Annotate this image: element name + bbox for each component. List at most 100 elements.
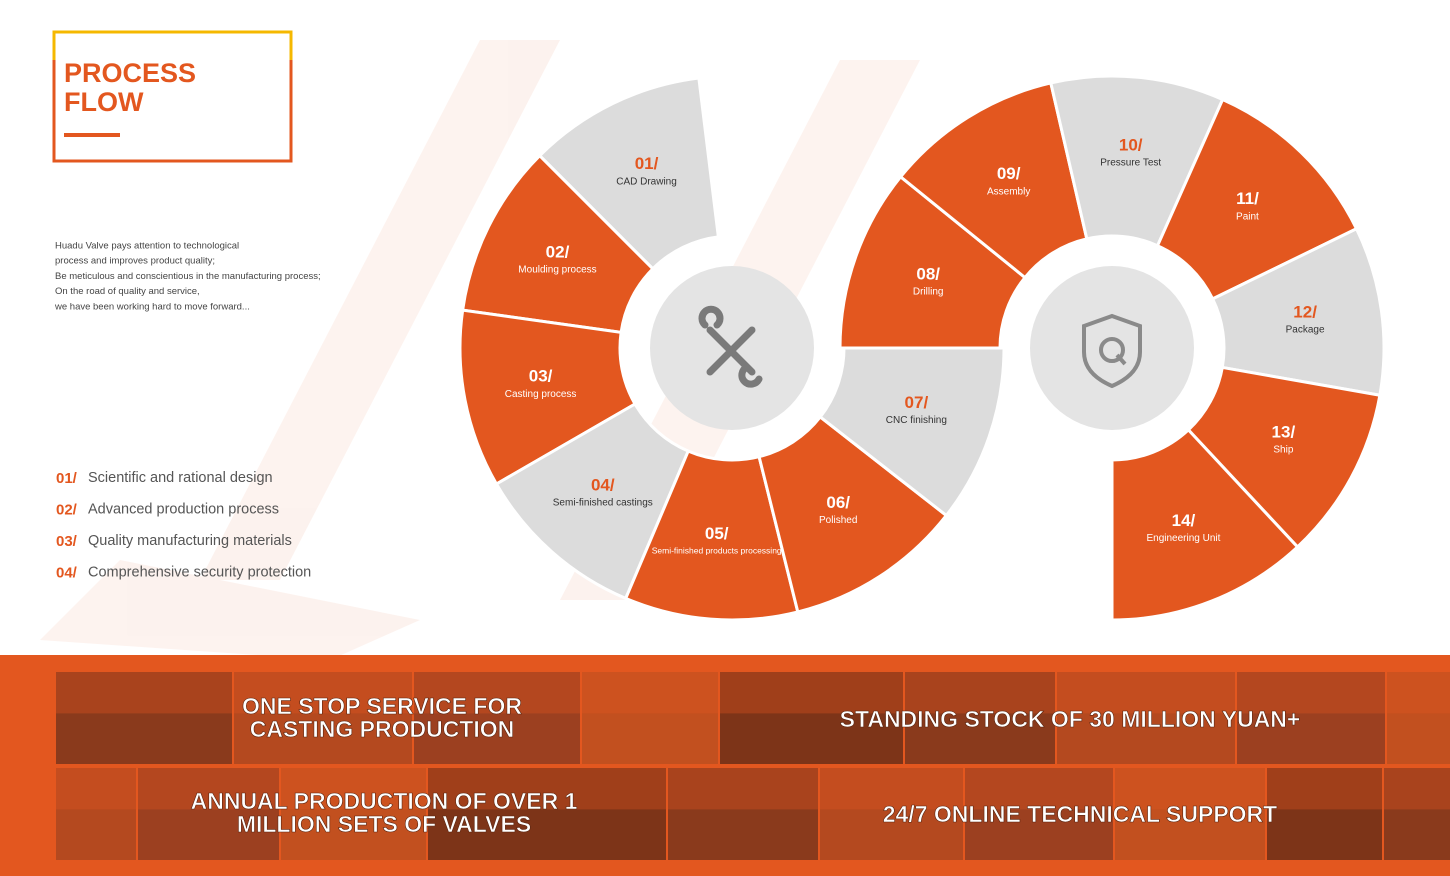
photo-tile [905, 672, 1055, 764]
process-segment [1210, 226, 1386, 397]
photo-tile-tint [720, 672, 903, 714]
step-number: 14/ [1172, 511, 1196, 530]
step-label: Ship [1273, 445, 1293, 456]
step-number: 05/ [705, 524, 729, 543]
photo-tile [281, 768, 426, 860]
step-number: 11/ [1236, 189, 1259, 208]
step-number: 12/ [1293, 302, 1317, 321]
process-segment [623, 449, 800, 622]
banner-text: 24/7 ONLINE TECHNICAL SUPPORT [883, 801, 1277, 827]
step-number: 02/ [546, 242, 570, 261]
photo-tile-tint [1057, 672, 1235, 714]
step-number: 09/ [997, 164, 1021, 183]
process-segment [818, 346, 1006, 518]
step-label: Drilling [913, 287, 944, 298]
photo-tile-tint [1115, 768, 1265, 810]
highlight-number: 02/ [56, 501, 78, 518]
photo-tile [1384, 768, 1450, 860]
intro-line: Huadu Valve pays attention to technologi… [55, 241, 239, 252]
step-label: Package [1286, 325, 1325, 336]
title-underline [64, 133, 120, 137]
hub [1030, 266, 1194, 430]
process-segment [1110, 427, 1300, 622]
photo-tile [820, 768, 963, 860]
process-segment [838, 174, 1028, 350]
step-label: Moulding process [518, 265, 596, 276]
photo-tile-tint [1267, 768, 1382, 810]
photo-tile [1267, 768, 1382, 860]
photo-tile [1237, 672, 1385, 764]
photo-tile-tint [1384, 768, 1450, 810]
title: FLOW [64, 87, 144, 117]
banner-text: MILLION SETS OF VALVES [237, 811, 531, 837]
intro-line: we have been working hard to move forwar… [54, 301, 250, 312]
process-segment [460, 153, 655, 335]
process-segment [757, 414, 949, 614]
photo-tile [582, 672, 718, 764]
photo-tile-tint [1387, 672, 1450, 714]
photo-tile [56, 672, 232, 764]
step-number: 04/ [591, 476, 615, 495]
banner-text: ANNUAL PRODUCTION OF OVER 1 [191, 788, 578, 814]
title-frame [52, 60, 293, 163]
banner-text: ONE STOP SERVICE FOR [242, 693, 522, 719]
intro-line: process and improves product quality; [55, 256, 215, 267]
highlight-number: 04/ [56, 564, 78, 581]
step-label: Paint [1236, 211, 1259, 222]
photo-tile-tint [905, 672, 1055, 714]
highlight-text: Advanced production process [88, 501, 279, 517]
highlight-text: Comprehensive security protection [88, 564, 311, 580]
intro-line: Be meticulous and conscientious in the m… [55, 271, 321, 282]
shield-q [1099, 337, 1125, 363]
photo-tile-tint [234, 672, 412, 714]
highlight-number: 01/ [56, 470, 78, 487]
photo-tile-tint [281, 768, 426, 810]
step-number: 01/ [635, 154, 659, 173]
photo-tile-tint [668, 768, 818, 810]
photo-tile [668, 768, 818, 860]
banner-text: CASTING PRODUCTION [250, 716, 515, 742]
photo-tile [1057, 672, 1235, 764]
tools-icon [698, 305, 763, 388]
highlight-number: 03/ [56, 533, 78, 550]
photo-tile [234, 672, 412, 764]
photo-tile-tint [428, 768, 666, 810]
photo-tile [720, 672, 903, 764]
step-label: Semi-finished castings [553, 498, 653, 509]
step-label: Polished [819, 515, 857, 526]
step-number: 06/ [826, 493, 850, 512]
step-label: Casting process [505, 389, 577, 400]
photo-tile-tint [56, 768, 136, 810]
photo-tile [1115, 768, 1265, 860]
banner-text: STANDING STOCK OF 30 MILLION YUAN+ [840, 706, 1301, 732]
process-segment [1155, 97, 1359, 301]
title: PROCESS [64, 58, 196, 88]
step-number: 13/ [1272, 423, 1296, 442]
title-frame-top [52, 30, 293, 60]
highlight-text: Quality manufacturing materials [88, 533, 292, 549]
step-number: 07/ [905, 393, 929, 412]
photo-tile-tint [414, 672, 580, 714]
process-segment [898, 81, 1089, 280]
photo-tile [414, 672, 580, 764]
step-label: Pressure Test [1100, 158, 1161, 169]
intro-line: On the road of quality and service, [55, 286, 200, 297]
photo-tile [965, 768, 1113, 860]
photo-tile [56, 768, 136, 860]
photo-tile-tint [820, 768, 963, 810]
photo-tile [1387, 672, 1450, 764]
step-label: CNC finishing [886, 415, 947, 426]
photo-tile-tint [965, 768, 1113, 810]
step-number: 08/ [916, 264, 940, 283]
process-segment [458, 308, 638, 487]
photo-tile-tint [56, 672, 232, 714]
step-label: Engineering Unit [1146, 533, 1220, 544]
step-number: 03/ [529, 367, 553, 386]
shield-icon [1082, 313, 1142, 389]
step-label: Semi-finished products processing [652, 546, 782, 556]
process-segment [494, 401, 691, 601]
photo-tile-tint [138, 768, 279, 810]
step-label: Assembly [987, 186, 1030, 197]
